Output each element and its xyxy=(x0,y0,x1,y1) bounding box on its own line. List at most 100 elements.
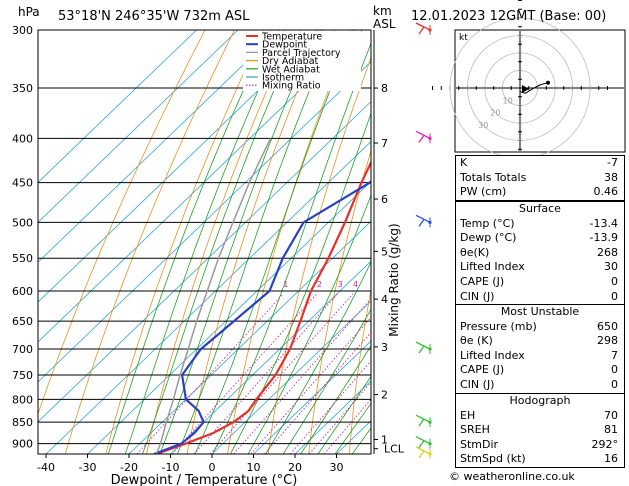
legend-label: Dewpoint xyxy=(262,40,307,51)
dry-adiabat-line xyxy=(64,30,235,454)
hodograph-kt-label: kt xyxy=(459,33,468,43)
mixing-ratio-line xyxy=(233,298,371,454)
datetime-title: 12.01.2023 12GMT (Base: 00) xyxy=(411,9,606,24)
chart-axes: 300350400450500550600650700750800850900-… xyxy=(12,24,405,474)
wet-adiabat-line xyxy=(107,30,272,454)
wind-barb-feather xyxy=(418,345,425,354)
x-tick-label: 10 xyxy=(247,461,261,474)
pressure-tick-label: 650 xyxy=(12,315,33,328)
isotherm-line xyxy=(45,140,371,454)
left-unit-label: hPa xyxy=(18,5,40,19)
wind-barb-feather xyxy=(418,218,425,227)
mixing-ratio-label: 4 xyxy=(353,280,358,289)
surface-panel: Surface Temp (°C) -13.4 Dewp (°C) -13.9 θe… xyxy=(455,201,625,306)
wind-barb-dot xyxy=(428,136,432,140)
isotherm-line xyxy=(211,300,371,454)
x-tick-label: 20 xyxy=(288,461,302,474)
series-parcel-trajectory xyxy=(155,137,272,454)
isotherm-line xyxy=(38,30,322,303)
km-tick-label: 3 xyxy=(381,341,388,354)
unstable-row: CIN (J) 0 xyxy=(460,377,618,391)
pressure-tick-label: 400 xyxy=(12,132,33,145)
unstable-row: Pressure (mb) 650 xyxy=(460,319,618,333)
hodograph-trace xyxy=(519,82,549,94)
mixing-ratio-line xyxy=(193,293,338,454)
storm-motion-marker xyxy=(522,85,529,93)
mixing-ratio-line xyxy=(308,381,371,454)
chart-background-lines xyxy=(38,30,371,454)
pressure-tick-label: 350 xyxy=(12,82,33,95)
series-dewpoint xyxy=(153,179,371,454)
wind-barb-dot xyxy=(428,420,432,424)
index-row-k: K -7 xyxy=(460,156,618,169)
km-tick-label: 6 xyxy=(381,193,388,206)
legend-box xyxy=(243,31,361,91)
most-unstable-panel: Most Unstable Pressure (mb) 650 θe (K) 298… xyxy=(455,304,625,394)
wind-barb xyxy=(415,436,431,445)
mixing-ratio-line xyxy=(171,293,317,454)
legend-label: Parcel Trajectory xyxy=(262,48,341,59)
mixing-ratio-line xyxy=(289,360,371,454)
mixing-ratio-line xyxy=(250,316,371,454)
hodograph-ring-label: 10 xyxy=(503,96,513,105)
mixing-ratio-axis-title: Mixing Ratio (g/kg) xyxy=(387,223,401,336)
wet-adiabat-line xyxy=(124,30,286,454)
mixing-ratio-line xyxy=(209,293,354,454)
km-tick-label: 1 xyxy=(381,433,388,446)
surface-row: Lifted Index 30 xyxy=(460,260,618,274)
pressure-tick-label: 550 xyxy=(12,252,33,265)
pressure-tick-label: 750 xyxy=(12,369,33,382)
plot-frame xyxy=(37,29,372,455)
isotherm-line xyxy=(87,180,371,454)
x-tick-label: -30 xyxy=(79,461,97,474)
wet-adiabat-line xyxy=(300,345,371,454)
pressure-tick-label: 700 xyxy=(12,343,33,356)
unstable-row: Lifted Index 7 xyxy=(460,348,618,362)
isotherm-line xyxy=(38,30,363,343)
surface-row: θe(K) 268 xyxy=(460,245,618,259)
wind-barb xyxy=(415,214,431,223)
wet-adiabat-line xyxy=(230,112,371,454)
x-tick-label: -40 xyxy=(37,461,55,474)
hodograph-ring-label: 30 xyxy=(478,121,488,130)
dry-adiabat-line xyxy=(105,30,265,454)
dry-adiabat-line xyxy=(38,30,206,416)
km-tick-label: 2 xyxy=(381,389,388,402)
wind-barb xyxy=(415,130,431,139)
hodo-row: StmDir 292° xyxy=(460,437,618,451)
isotherm-line xyxy=(294,380,371,454)
wet-adiabat-line xyxy=(265,261,371,454)
wet-adiabat-line xyxy=(142,30,301,454)
hodograph-ring-label: 20 xyxy=(490,109,500,118)
dry-adiabat-line xyxy=(267,56,371,454)
dry-adiabat-line xyxy=(348,288,371,454)
dry-adiabat-line xyxy=(146,30,294,454)
mixing-ratio-label: 3 xyxy=(338,280,343,289)
legend-label: Mixing Ratio xyxy=(262,81,321,92)
hodograph-ring xyxy=(502,70,538,106)
hodograph-frame xyxy=(454,29,626,153)
surface-row: CAPE (J) 0 xyxy=(460,274,618,288)
wind-barb-feather xyxy=(418,26,425,35)
pressure-tick-label: 500 xyxy=(12,216,33,229)
wet-adiabat-line xyxy=(194,30,355,454)
wind-barb-feather xyxy=(418,440,425,449)
hodograph-endpoint xyxy=(546,80,550,85)
most-unstable-title: Most Unstable xyxy=(500,305,580,318)
isotherm-line xyxy=(38,30,239,223)
pressure-tick-label: 450 xyxy=(12,177,33,190)
km-unit-label: km xyxy=(373,4,392,18)
wind-barb xyxy=(415,446,431,455)
wind-barb xyxy=(415,22,431,31)
mixing-ratio-line xyxy=(323,398,371,454)
isotherm-line xyxy=(170,260,371,454)
surface-row: CIN (J) 0 xyxy=(460,289,618,303)
unstable-row: CAPE (J) 0 xyxy=(460,363,618,377)
hodograph-title: Hodograph xyxy=(509,394,571,407)
x-tick-label: -20 xyxy=(120,461,138,474)
isotherm-line xyxy=(38,30,280,263)
wet-adiabat-line xyxy=(282,308,371,454)
